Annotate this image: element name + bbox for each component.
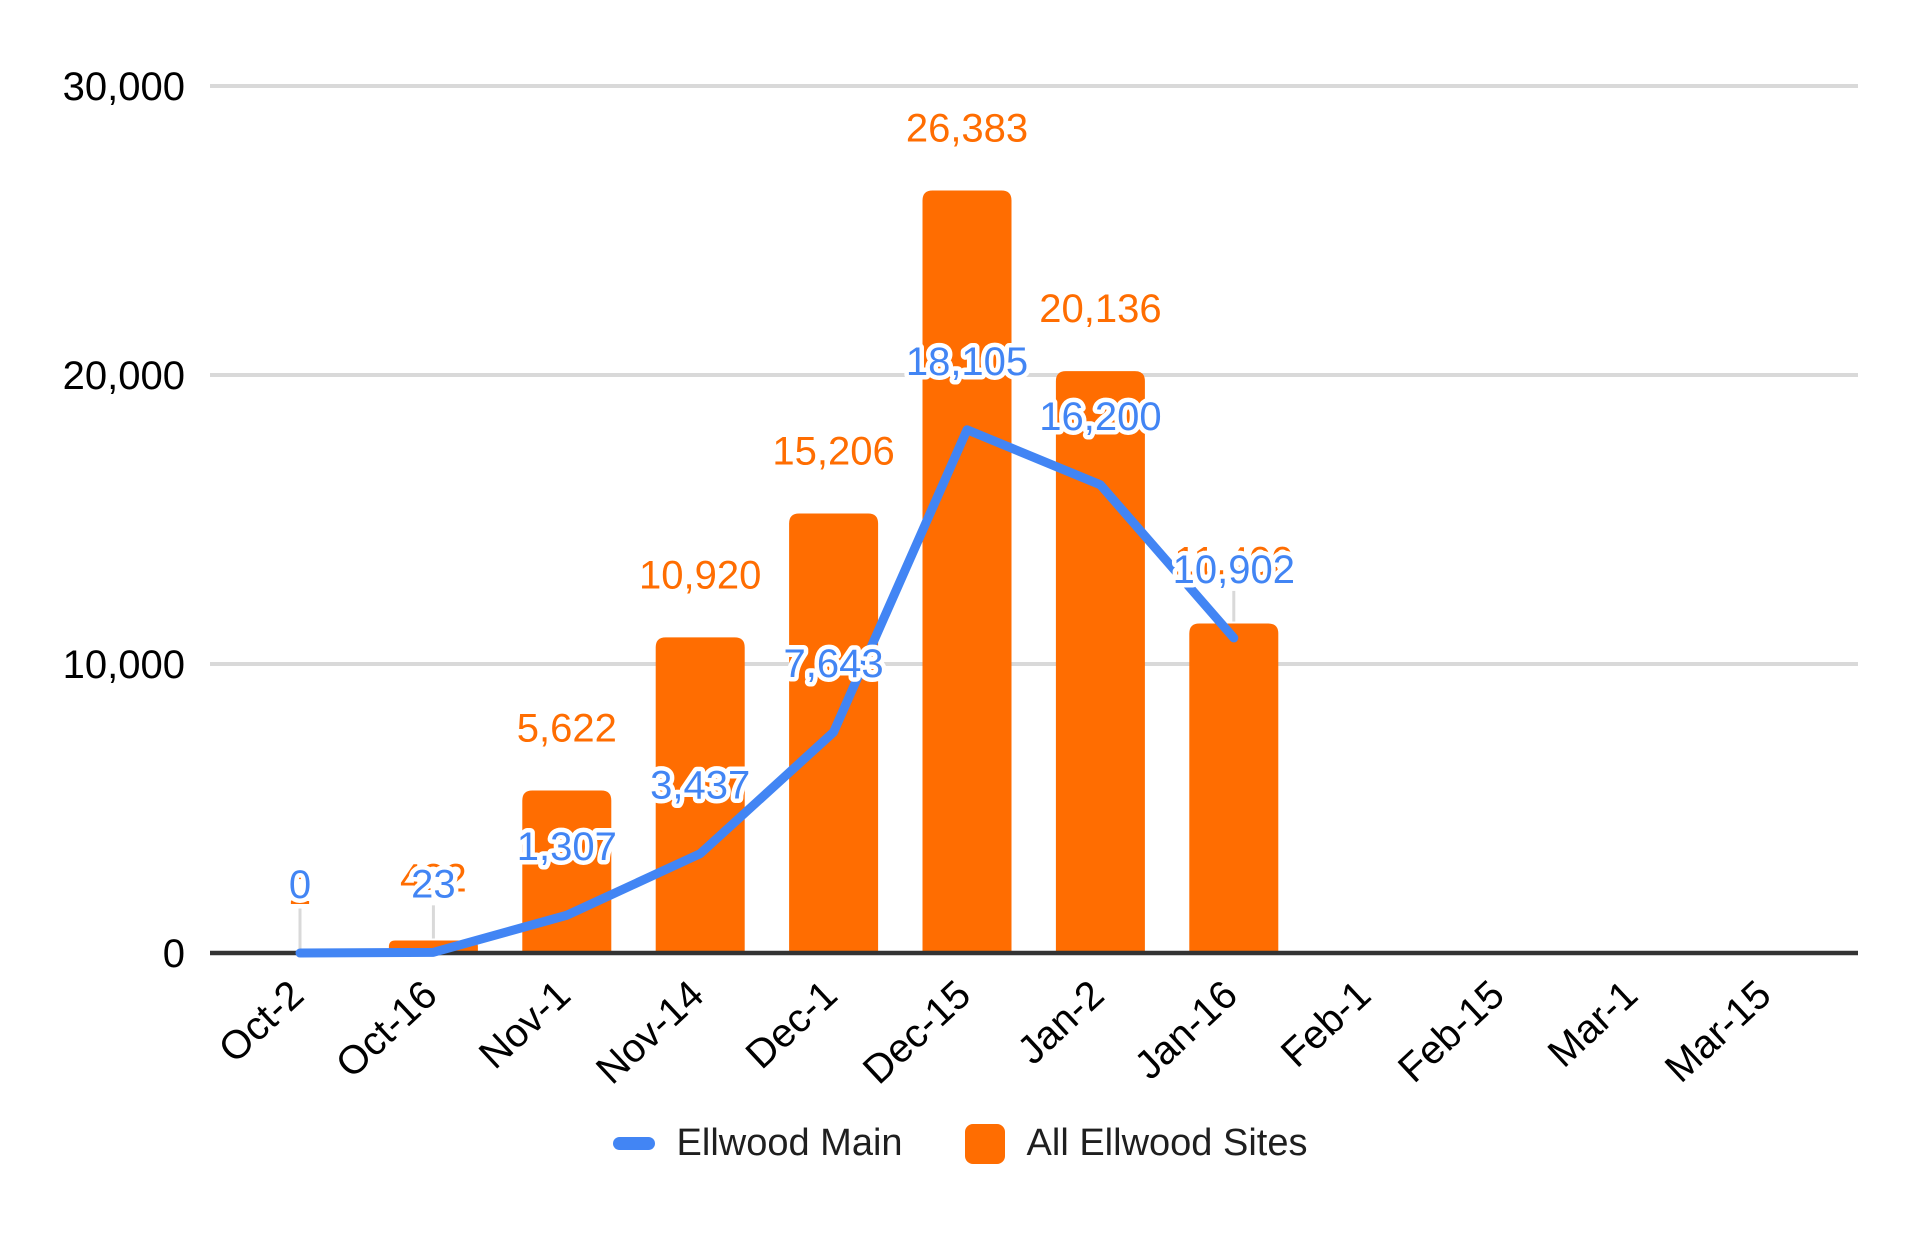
line-data-label: 18,105: [906, 340, 1028, 384]
x-axis-tick-label: Nov-14: [588, 972, 712, 1092]
y-axis-tick-label: 30,000: [63, 65, 185, 109]
x-axis-tick-label: Feb-1: [1273, 972, 1379, 1075]
y-axis-tick-label: 0: [163, 932, 185, 976]
x-axis-tick-label: Feb-15: [1390, 972, 1513, 1091]
bar-data-label: 26,383: [906, 107, 1028, 151]
legend-label: Ellwood Main: [676, 1122, 903, 1164]
line-data-label: 1,307: [517, 825, 617, 869]
legend: Ellwood Main All Ellwood Sites: [0, 1122, 1920, 1165]
bar-data-label: 5,622: [517, 707, 617, 751]
line-data-label: 10,902: [1173, 548, 1295, 592]
legend-bar-swatch: [964, 1123, 1005, 1164]
x-axis-tick-label: Oct-16: [328, 972, 446, 1086]
x-axis-tick-label: Mar-15: [1657, 972, 1780, 1091]
bar-Jan-2[interactable]: [1055, 371, 1145, 954]
x-axis-tick-label: Mar-1: [1540, 972, 1646, 1075]
x-axis-tick-label: Dec-15: [855, 972, 979, 1092]
legend-item-ellwood-main[interactable]: Ellwood Main: [612, 1122, 903, 1165]
x-axis-tick-label: Nov-1: [471, 972, 579, 1077]
x-axis-tick-label: Jan-2: [1009, 972, 1112, 1072]
bar-data-label: 2: [289, 869, 311, 913]
legend-item-all-ellwood-sites[interactable]: All Ellwood Sites: [964, 1122, 1308, 1165]
legend-label: All Ellwood Sites: [1026, 1122, 1308, 1164]
legend-line-swatch: [612, 1137, 655, 1150]
y-axis-tick-label: 20,000: [63, 354, 185, 398]
bar-data-label: 10,920: [639, 553, 761, 597]
bar-data-label: 15,206: [772, 430, 894, 474]
bar-Nov-14[interactable]: [655, 637, 745, 953]
line-data-label: 0: [289, 863, 311, 907]
bar-data-label: 432: [400, 857, 467, 901]
bar-data-label: 11,400: [1174, 540, 1293, 584]
y-axis-tick-label: 10,000: [63, 643, 185, 687]
line-data-label: 7,643: [784, 642, 884, 686]
line-data-label: 3,437: [650, 764, 750, 808]
x-axis-tick-label: Oct-2: [211, 972, 313, 1071]
bar-Nov-1[interactable]: [522, 790, 612, 953]
bar-Dec-15[interactable]: [922, 190, 1012, 953]
line-data-label: 23: [411, 862, 456, 906]
line-series-ellwood-main[interactable]: [295, 425, 1239, 958]
bar-data-label: 20,136: [1039, 287, 1161, 331]
x-axis-tick-label: Jan-16: [1126, 972, 1245, 1088]
x-axis-tick-label: Dec-1: [738, 972, 846, 1077]
line-data-label: 16,200: [1039, 395, 1161, 439]
bar-Jan-16[interactable]: [1189, 623, 1279, 953]
